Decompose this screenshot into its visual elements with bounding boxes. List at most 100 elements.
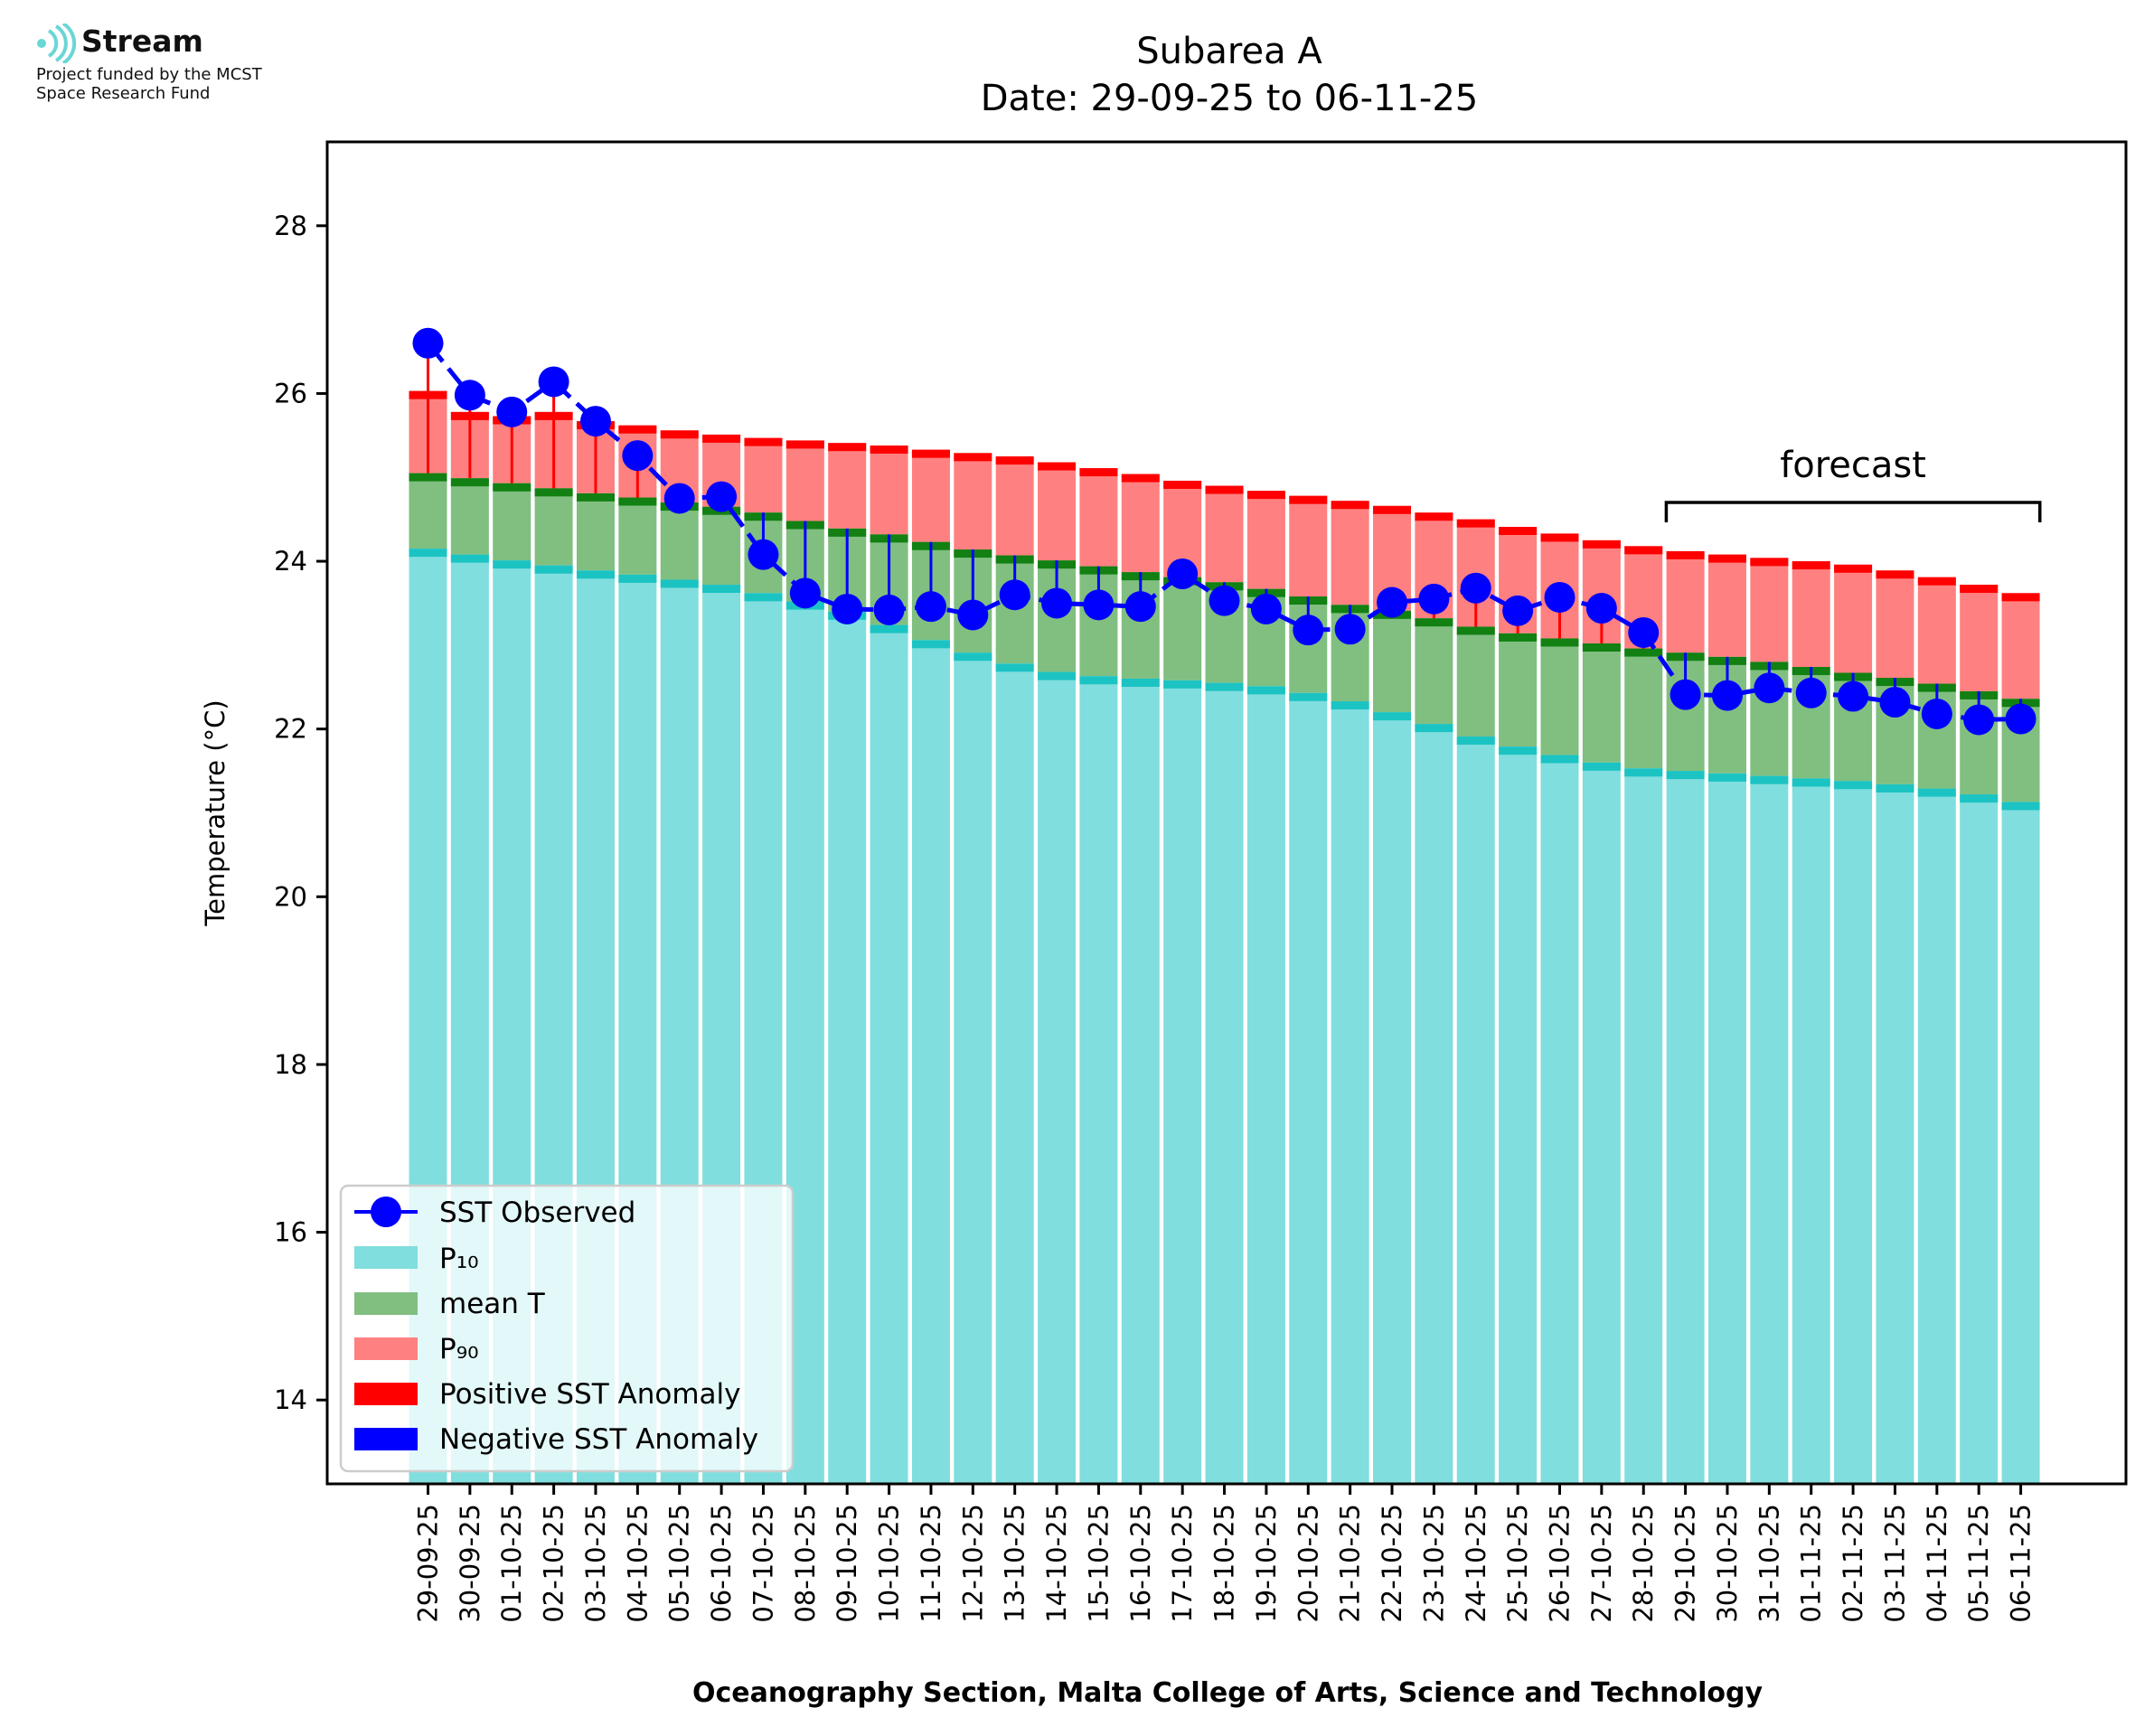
x-tick-label: 08-10-25: [790, 1504, 821, 1623]
bar-p10: [1163, 680, 1202, 1484]
bar-p10-edge: [493, 560, 531, 569]
observed-point: [2005, 703, 2036, 735]
bar-p10: [1456, 737, 1495, 1484]
x-tick-label: 07-10-25: [748, 1504, 778, 1623]
bar-p10-edge: [409, 549, 447, 558]
observed-point: [915, 591, 946, 623]
bar-mean: [618, 497, 657, 575]
bar-p10-edge: [2001, 802, 2040, 811]
bar-mean-edge: [1624, 648, 1663, 657]
y-tick-label: 24: [274, 546, 307, 577]
bar-p10-edge: [576, 570, 615, 579]
bar-p10: [1666, 771, 1705, 1484]
bar-mean-edge: [1415, 618, 1453, 627]
bar-p90: [1331, 501, 1369, 605]
x-tick-label: 29-10-25: [1670, 1504, 1701, 1623]
bar-p10: [1960, 794, 1999, 1484]
legend-box: [339, 1184, 795, 1473]
legend-p90-swatch: [354, 1337, 418, 1360]
bar-p90-edge: [785, 440, 824, 449]
bar-p10-edge: [1707, 773, 1746, 782]
wave-icon: [37, 23, 77, 63]
bar-mean-edge: [409, 473, 447, 482]
bar-p10-edge: [1666, 771, 1705, 780]
x-axis-label: Oceanography Section, Malta College of A…: [692, 1677, 1764, 1709]
legend-label-observed: SST Observed: [439, 1196, 635, 1229]
forecast-annotation: forecast: [1664, 445, 2042, 522]
x-tick-label: 27-10-25: [1586, 1504, 1617, 1623]
bar-p10: [1079, 676, 1118, 1484]
bar-p10-edge: [1834, 781, 1873, 790]
bar-p90: [1289, 495, 1328, 597]
y-tick-label: 26: [274, 378, 307, 408]
legend-negative-swatch: [354, 1428, 418, 1450]
x-tick-label: 09-10-25: [832, 1504, 862, 1623]
bar-p10-edge: [1079, 676, 1118, 685]
observed-point: [1711, 680, 1743, 711]
bar-p90: [1792, 561, 1830, 668]
bar-p90-edge: [702, 434, 741, 443]
bar-p10: [1624, 768, 1663, 1484]
observed-point: [1293, 615, 1324, 646]
bar-p10: [1917, 788, 1956, 1484]
legend-label-positive: Positive SST Anomaly: [439, 1378, 740, 1411]
forecast-label: forecast: [1780, 445, 1926, 486]
observed-point: [1460, 572, 1491, 604]
bar-p10: [1750, 775, 1789, 1484]
chart-subtitle: Date: 29-09-25 to 06-11-25: [981, 78, 1479, 119]
bar-p10: [1205, 682, 1244, 1484]
legend-positive-swatch: [354, 1383, 418, 1405]
bar-p90-edge: [911, 449, 950, 458]
bar-p90: [744, 437, 783, 513]
bar-p90-edge: [1038, 462, 1077, 471]
bar-p90-edge: [1666, 550, 1705, 559]
legend-label-p10: P₁₀: [439, 1243, 479, 1275]
bar-p10-edge: [1624, 768, 1663, 777]
observed-point: [748, 539, 779, 570]
bar-mean-edge: [534, 488, 573, 497]
bar-p10: [1707, 773, 1746, 1484]
bar-p90-edge: [660, 430, 699, 439]
x-tick-label: 04-11-25: [1922, 1504, 1952, 1623]
bar-p90: [1960, 585, 1999, 691]
bar-p90: [1917, 577, 1956, 684]
bar-p10: [1792, 778, 1830, 1484]
x-tick-label: 03-11-25: [1879, 1504, 1910, 1623]
x-tick-label: 14-10-25: [1041, 1504, 1072, 1623]
x-tick-label: 06-10-25: [706, 1504, 737, 1623]
bar-p90-edge: [1246, 491, 1285, 500]
chart-title: Subarea A: [1136, 31, 1322, 72]
observed-point: [1167, 558, 1199, 589]
observed-series-layer: [412, 327, 2036, 736]
x-tick-label: 03-10-25: [580, 1504, 611, 1623]
observed-point: [1670, 679, 1701, 710]
bar-p90-edge: [1205, 485, 1244, 494]
bar-mean: [1415, 618, 1453, 725]
observed-point: [412, 327, 444, 359]
bar-mean: [1163, 577, 1202, 680]
x-tick-label: 15-10-25: [1083, 1504, 1114, 1623]
bar-mean-edge: [1499, 633, 1538, 642]
bar-p90-edge: [1707, 554, 1746, 563]
x-tick-label: 19-10-25: [1251, 1504, 1282, 1623]
bar-mean: [1624, 648, 1663, 769]
observed-point: [579, 406, 611, 437]
bar-p90-edge: [2001, 593, 2040, 602]
x-tick-label: 01-11-25: [1796, 1504, 1827, 1623]
bar-p90-edge: [995, 456, 1034, 465]
bar-p90: [1205, 485, 1244, 583]
bar-p90: [1079, 468, 1118, 567]
bar-p10-edge: [1876, 784, 1914, 793]
bar-p90-edge: [1540, 533, 1579, 542]
bar-p90: [785, 440, 824, 521]
bar-p10-edge: [1750, 775, 1789, 784]
x-tick-label: 04-10-25: [622, 1504, 653, 1623]
bar-p90: [870, 445, 908, 535]
observed-point: [1879, 686, 1911, 718]
bar-p90-edge: [1917, 577, 1956, 586]
bar-p10-edge: [1456, 737, 1495, 746]
y-tick-label: 28: [274, 211, 307, 241]
observed-point: [1377, 586, 1408, 618]
x-tick-label: 24-10-25: [1461, 1504, 1491, 1623]
observed-point: [1418, 583, 1450, 615]
